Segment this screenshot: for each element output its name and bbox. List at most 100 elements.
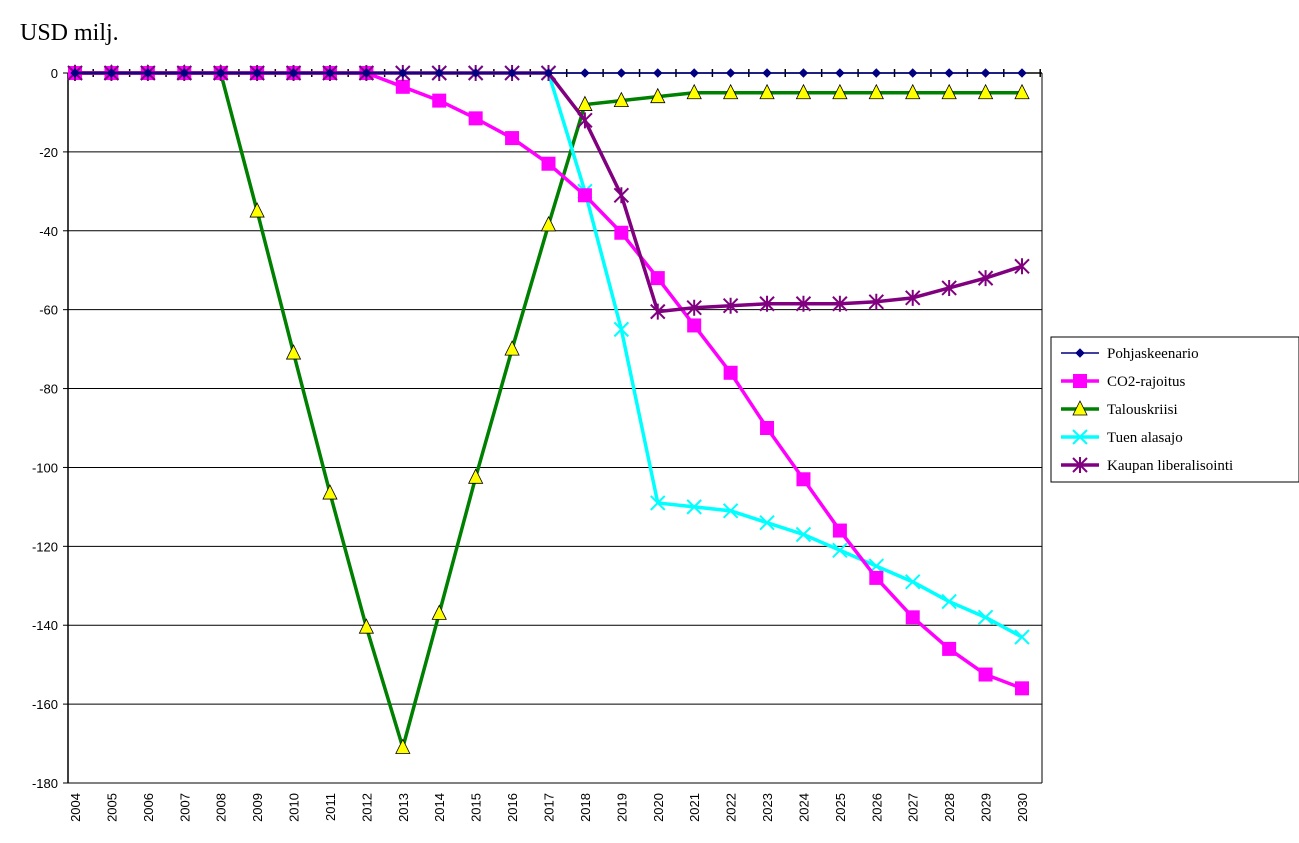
data-point: [541, 156, 556, 171]
data-point: [941, 593, 957, 610]
data-point: [908, 68, 918, 78]
x-tick-label: 2018: [578, 793, 593, 822]
data-point: [650, 271, 665, 286]
data-point: [653, 68, 663, 78]
data-point: [905, 289, 921, 306]
data-point: [70, 68, 80, 78]
data-point: [689, 68, 699, 78]
data-point: [759, 295, 775, 312]
y-tick-label: -60: [39, 303, 58, 318]
series-line: [75, 71, 1023, 314]
x-tick-label: 2023: [760, 793, 775, 822]
data-point: [795, 83, 812, 100]
legend-entry: Talouskriisi: [1061, 400, 1178, 418]
data-point: [432, 93, 447, 108]
data-point: [723, 365, 738, 380]
data-point: [215, 68, 226, 78]
data-point: [613, 91, 629, 108]
data-point: [905, 83, 921, 100]
data-point: [614, 225, 629, 240]
data-point: [288, 68, 299, 78]
data-point: [577, 95, 593, 111]
data-point: [832, 523, 847, 538]
data-point: [978, 667, 993, 682]
data-point: [725, 68, 736, 78]
data-point: [687, 318, 702, 333]
data-point: [686, 299, 702, 316]
x-tick-label: 2012: [359, 793, 374, 822]
x-tick-label: 2026: [869, 793, 884, 822]
y-tick-label: -160: [32, 697, 58, 712]
data-point: [434, 68, 444, 78]
data-point: [868, 293, 885, 310]
series-line: [75, 71, 1022, 750]
data-point: [1072, 457, 1088, 473]
data-point: [468, 111, 483, 126]
data-point: [1073, 374, 1087, 388]
data-point: [650, 87, 666, 104]
x-tick-label: 2006: [141, 793, 156, 822]
y-tick-label: -100: [32, 460, 58, 475]
data-point: [1014, 629, 1030, 645]
series-co2-rajoitus: [68, 66, 1029, 696]
x-tick-label: 2013: [396, 793, 411, 822]
data-point: [762, 68, 772, 78]
y-tick-label: -120: [32, 539, 58, 554]
x-tick-label: 2017: [542, 793, 557, 822]
x-tick-label: 2009: [250, 793, 265, 822]
y-tick-label: 0: [51, 66, 58, 81]
data-point: [325, 68, 335, 78]
x-tick-label: 2016: [505, 793, 520, 822]
gridlines: [68, 151, 1042, 784]
data-point: [759, 514, 775, 531]
data-point: [179, 68, 189, 78]
legend-label: CO2-rajoitus: [1107, 374, 1185, 390]
data-point: [249, 202, 265, 218]
data-point: [106, 68, 117, 78]
data-point: [1014, 83, 1030, 100]
y-tick-label: -40: [39, 224, 58, 239]
data-point: [577, 112, 593, 129]
data-point: [613, 321, 630, 338]
data-point: [470, 68, 481, 78]
data-point: [977, 270, 994, 287]
data-point: [468, 468, 484, 484]
x-tick-label: 2022: [724, 793, 739, 822]
data-point: [507, 68, 517, 78]
x-tick-label: 2020: [651, 793, 666, 822]
data-point: [686, 499, 702, 515]
legend: Pohjaskeenario CO2-rajoitus Talouskriisi Tu…: [1050, 336, 1299, 483]
data-point: [322, 484, 338, 500]
x-tick-label: 2025: [833, 793, 848, 822]
data-point: [395, 79, 410, 94]
data-point: [398, 68, 408, 78]
x-tick-label: 2008: [214, 793, 229, 822]
data-point: [613, 187, 630, 204]
x-tick-label: 2007: [177, 793, 192, 822]
x-tick-label: 2015: [469, 793, 484, 822]
data-point: [722, 83, 739, 100]
data-point: [143, 68, 153, 78]
data-point: [795, 526, 812, 543]
legend-entry: Kaupan liberalisointi: [1061, 457, 1233, 474]
data-point: [540, 215, 557, 232]
data-point: [722, 503, 739, 519]
data-point: [869, 570, 884, 585]
data-point: [358, 618, 375, 634]
data-point: [431, 604, 447, 620]
x-tick-label: 2011: [323, 793, 338, 821]
data-point: [1014, 258, 1030, 275]
data-point: [1072, 400, 1088, 416]
series-tuen-alasajo: [67, 65, 1030, 645]
data-point: [1072, 429, 1088, 445]
x-tick-label: 2029: [979, 793, 994, 822]
x-tick-label: 2005: [104, 793, 119, 822]
data-point: [941, 279, 957, 296]
data-point: [871, 68, 882, 78]
data-point: [759, 83, 775, 100]
x-tick-label: 2030: [1015, 793, 1030, 822]
data-point: [650, 303, 666, 320]
axes: 0 -20 -40 -60 -80 -100 -120 -140 -160 -180 2004 200…: [32, 66, 1043, 822]
y-axis-title: USD milj.: [20, 20, 119, 46]
